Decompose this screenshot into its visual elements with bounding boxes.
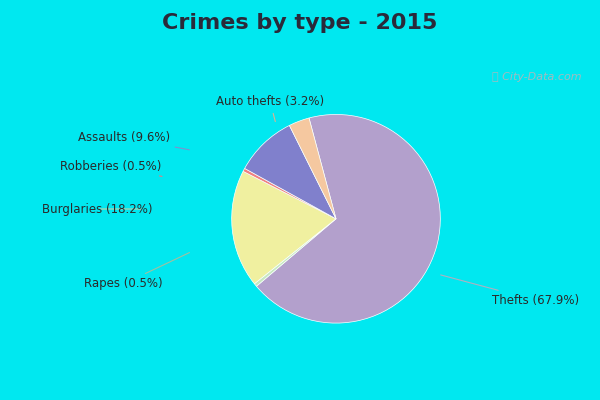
Text: Burglaries (18.2%): Burglaries (18.2%) (42, 202, 152, 216)
Text: Auto thefts (3.2%): Auto thefts (3.2%) (216, 95, 324, 122)
Text: Robberies (0.5%): Robberies (0.5%) (60, 160, 162, 176)
Wedge shape (289, 118, 336, 219)
Wedge shape (256, 114, 440, 323)
Text: ⓘ City-Data.com: ⓘ City-Data.com (493, 72, 582, 82)
Wedge shape (245, 126, 336, 219)
Wedge shape (254, 219, 336, 286)
Wedge shape (232, 171, 336, 284)
Text: Assaults (9.6%): Assaults (9.6%) (78, 131, 189, 150)
Text: Crimes by type - 2015: Crimes by type - 2015 (163, 13, 437, 33)
Wedge shape (243, 168, 336, 219)
Text: Rapes (0.5%): Rapes (0.5%) (84, 252, 190, 290)
Text: Thefts (67.9%): Thefts (67.9%) (440, 275, 579, 307)
